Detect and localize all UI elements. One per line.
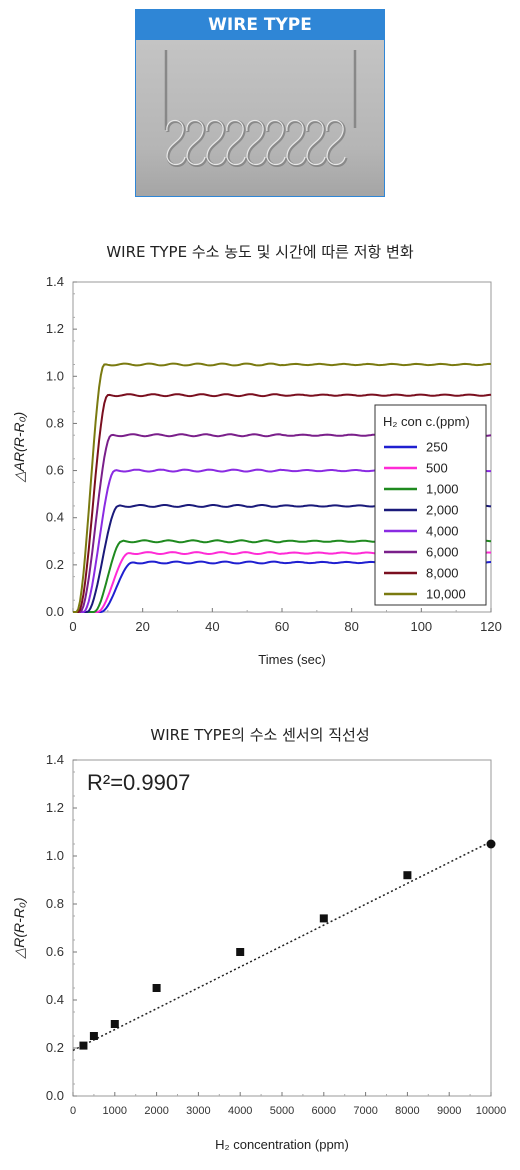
legend-entry-label: 10,000 — [426, 587, 466, 602]
legend-entry-label: 1,000 — [426, 482, 459, 497]
legend-entry-label: 2,000 — [426, 503, 459, 518]
x-tick-label: 4000 — [228, 1105, 252, 1117]
coil-loop — [266, 120, 288, 167]
coil-loop — [226, 120, 248, 167]
legend-entry-label: 250 — [426, 440, 448, 455]
legend-entry-label: 6,000 — [426, 545, 459, 560]
y-tick-label: 0.8 — [46, 896, 64, 911]
coil-highlight — [166, 119, 186, 166]
series-line-8000 — [73, 393, 492, 613]
wire-photo-card: WIRE TYPE — [135, 9, 385, 197]
time-chart-title: WIRE TYPE 수소 농도 및 시간에 따른 저항 변화 — [106, 243, 414, 261]
photo-title: WIRE TYPE — [136, 10, 384, 40]
x-tick-label: 0 — [70, 1105, 76, 1117]
x-tick-label: 0 — [69, 619, 76, 634]
coil-loop — [286, 120, 308, 167]
wire-coil-photo — [136, 40, 384, 196]
x-tick-label: 6000 — [312, 1105, 336, 1117]
y-tick-label: 1.2 — [46, 800, 64, 815]
y-tick-label: 0.6 — [46, 944, 64, 959]
y-axis-label: △AR(R-R₀) — [11, 412, 27, 483]
y-tick-label: 0.0 — [46, 604, 64, 619]
coil-loop — [186, 120, 208, 167]
y-tick-label: 1.4 — [46, 274, 64, 289]
coil-loop — [246, 120, 268, 167]
r-squared-annotation: R²=0.9907 — [87, 770, 190, 795]
legend-entry-label: 8,000 — [426, 566, 459, 581]
y-tick-label: 1.2 — [46, 321, 64, 336]
x-tick-label: 10000 — [476, 1105, 507, 1117]
coil-highlight — [326, 119, 346, 166]
y-tick-label: 1.4 — [46, 752, 64, 767]
coil-highlight — [246, 119, 266, 166]
data-point — [110, 1020, 119, 1028]
coil-loop — [306, 120, 328, 167]
x-tick-label: 100 — [410, 619, 432, 634]
linearity-chart: 0.0 0.2 0.4 0.6 0.8 1.0 1.2 1.4 0 1000 2000 3000 400… — [11, 752, 507, 1152]
y-tick-label: 0.0 — [46, 1088, 64, 1103]
x-tick-label: 2000 — [144, 1105, 168, 1117]
x-tick-label: 20 — [135, 619, 149, 634]
legend-entry-label: 500 — [426, 461, 448, 476]
plot-frame — [72, 759, 492, 1097]
coil-loop — [166, 120, 188, 167]
data-point — [403, 871, 412, 880]
x-tick-label: 5000 — [270, 1105, 294, 1117]
x-tick-label: 120 — [480, 619, 502, 634]
y-tick-label: 0.4 — [46, 992, 64, 1007]
data-point — [319, 914, 328, 923]
y-tick-label: 0.2 — [46, 557, 64, 572]
trend-line — [72, 840, 492, 1052]
linearity-chart-title: WIRE TYPE의 수소 센서의 직선성 — [150, 726, 370, 744]
wire-coil-image — [136, 40, 384, 196]
y-tick-label: 1.0 — [46, 848, 64, 863]
y-axis-label: △R(R-R₀) — [11, 898, 27, 960]
x-tick-label: 40 — [205, 619, 219, 634]
coil-loop — [326, 120, 348, 167]
data-point — [486, 839, 496, 849]
data-point — [152, 984, 161, 992]
x-tick-label: 3000 — [186, 1105, 210, 1117]
y-tick-label: 0.4 — [46, 510, 64, 525]
data-point — [89, 1032, 98, 1040]
x-tick-label: 7000 — [353, 1105, 377, 1117]
coil-highlight — [226, 119, 246, 166]
x-axis-label: H₂ concentration (ppm) — [215, 1137, 349, 1152]
x-tick-label: 60 — [275, 619, 289, 634]
coil-highlight — [206, 119, 226, 166]
x-tick-label: 9000 — [437, 1105, 461, 1117]
legend-entry-label: 4,000 — [426, 524, 459, 539]
coil-loop — [206, 120, 228, 167]
data-point — [236, 948, 245, 956]
y-tick-label: 1.0 — [46, 368, 64, 383]
series-line-10000 — [73, 362, 492, 613]
y-tick-label: 0.8 — [46, 415, 64, 430]
time-response-chart: 0.0 0.2 0.4 0.6 0.8 1.0 1.2 1.4 0 20 40 60 80 100 120 T… — [11, 274, 502, 667]
x-tick-label: 1000 — [103, 1105, 127, 1117]
coil-highlight — [286, 119, 306, 166]
x-tick-label: 80 — [344, 619, 358, 634]
coil-highlight — [186, 119, 206, 166]
coil-highlight — [266, 119, 286, 166]
y-tick-label: 0.2 — [46, 1040, 64, 1055]
legend-title: H₂ con c.(ppm) — [383, 414, 470, 429]
coil-highlight — [306, 119, 326, 166]
y-tick-label: 0.6 — [46, 463, 64, 478]
x-axis-label: Times (sec) — [258, 652, 325, 667]
data-point — [79, 1041, 88, 1050]
x-tick-label: 8000 — [395, 1105, 419, 1117]
legend-box — [374, 404, 487, 606]
